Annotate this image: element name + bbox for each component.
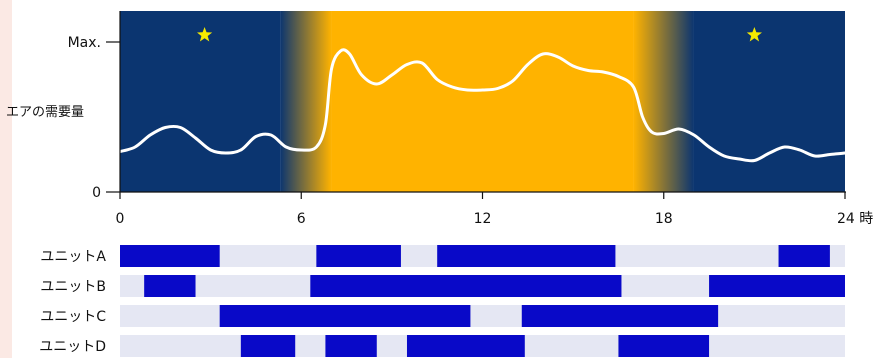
unit-on-segment xyxy=(406,335,525,357)
star-icon xyxy=(746,27,762,42)
x-tick-label: 24 時 xyxy=(837,211,873,227)
unit-label: ユニットA xyxy=(40,249,106,265)
star-icon xyxy=(197,27,213,42)
unit-on-segment xyxy=(709,275,845,297)
unit-on-segment xyxy=(437,245,616,267)
x-tick-label: 18 xyxy=(655,211,673,227)
dawn-gradient-band xyxy=(280,11,332,192)
x-tick-label: 12 xyxy=(474,211,492,227)
unit-on-segment xyxy=(316,245,401,267)
unit-on-segment xyxy=(521,305,719,327)
x-tick-label: 6 xyxy=(297,211,306,227)
unit-label: ユニットC xyxy=(40,309,106,325)
x-tick-label: 0 xyxy=(116,211,125,227)
unit-on-segment xyxy=(219,305,471,327)
unit-on-segment xyxy=(144,275,196,297)
night-band-morning xyxy=(120,11,281,192)
unit-on-segment xyxy=(310,275,622,297)
unit-on-segment xyxy=(240,335,296,357)
dusk-gradient-band xyxy=(633,11,694,192)
left-accent-strip xyxy=(0,0,12,358)
unit-on-segment xyxy=(120,245,220,267)
unit-on-segment xyxy=(325,335,377,357)
unit-label: ユニットB xyxy=(40,279,106,295)
day-band xyxy=(331,11,634,192)
y-tick-label: Max. xyxy=(68,35,101,51)
y-axis-label: エアの需要量 xyxy=(6,105,84,120)
demand-curve-line xyxy=(118,48,847,163)
unit-on-segment xyxy=(618,335,710,357)
unit-label: ユニットD xyxy=(39,339,106,355)
unit-on-segment xyxy=(778,245,830,267)
night-band-evening xyxy=(693,11,845,192)
y-tick-label: 0 xyxy=(92,185,101,201)
